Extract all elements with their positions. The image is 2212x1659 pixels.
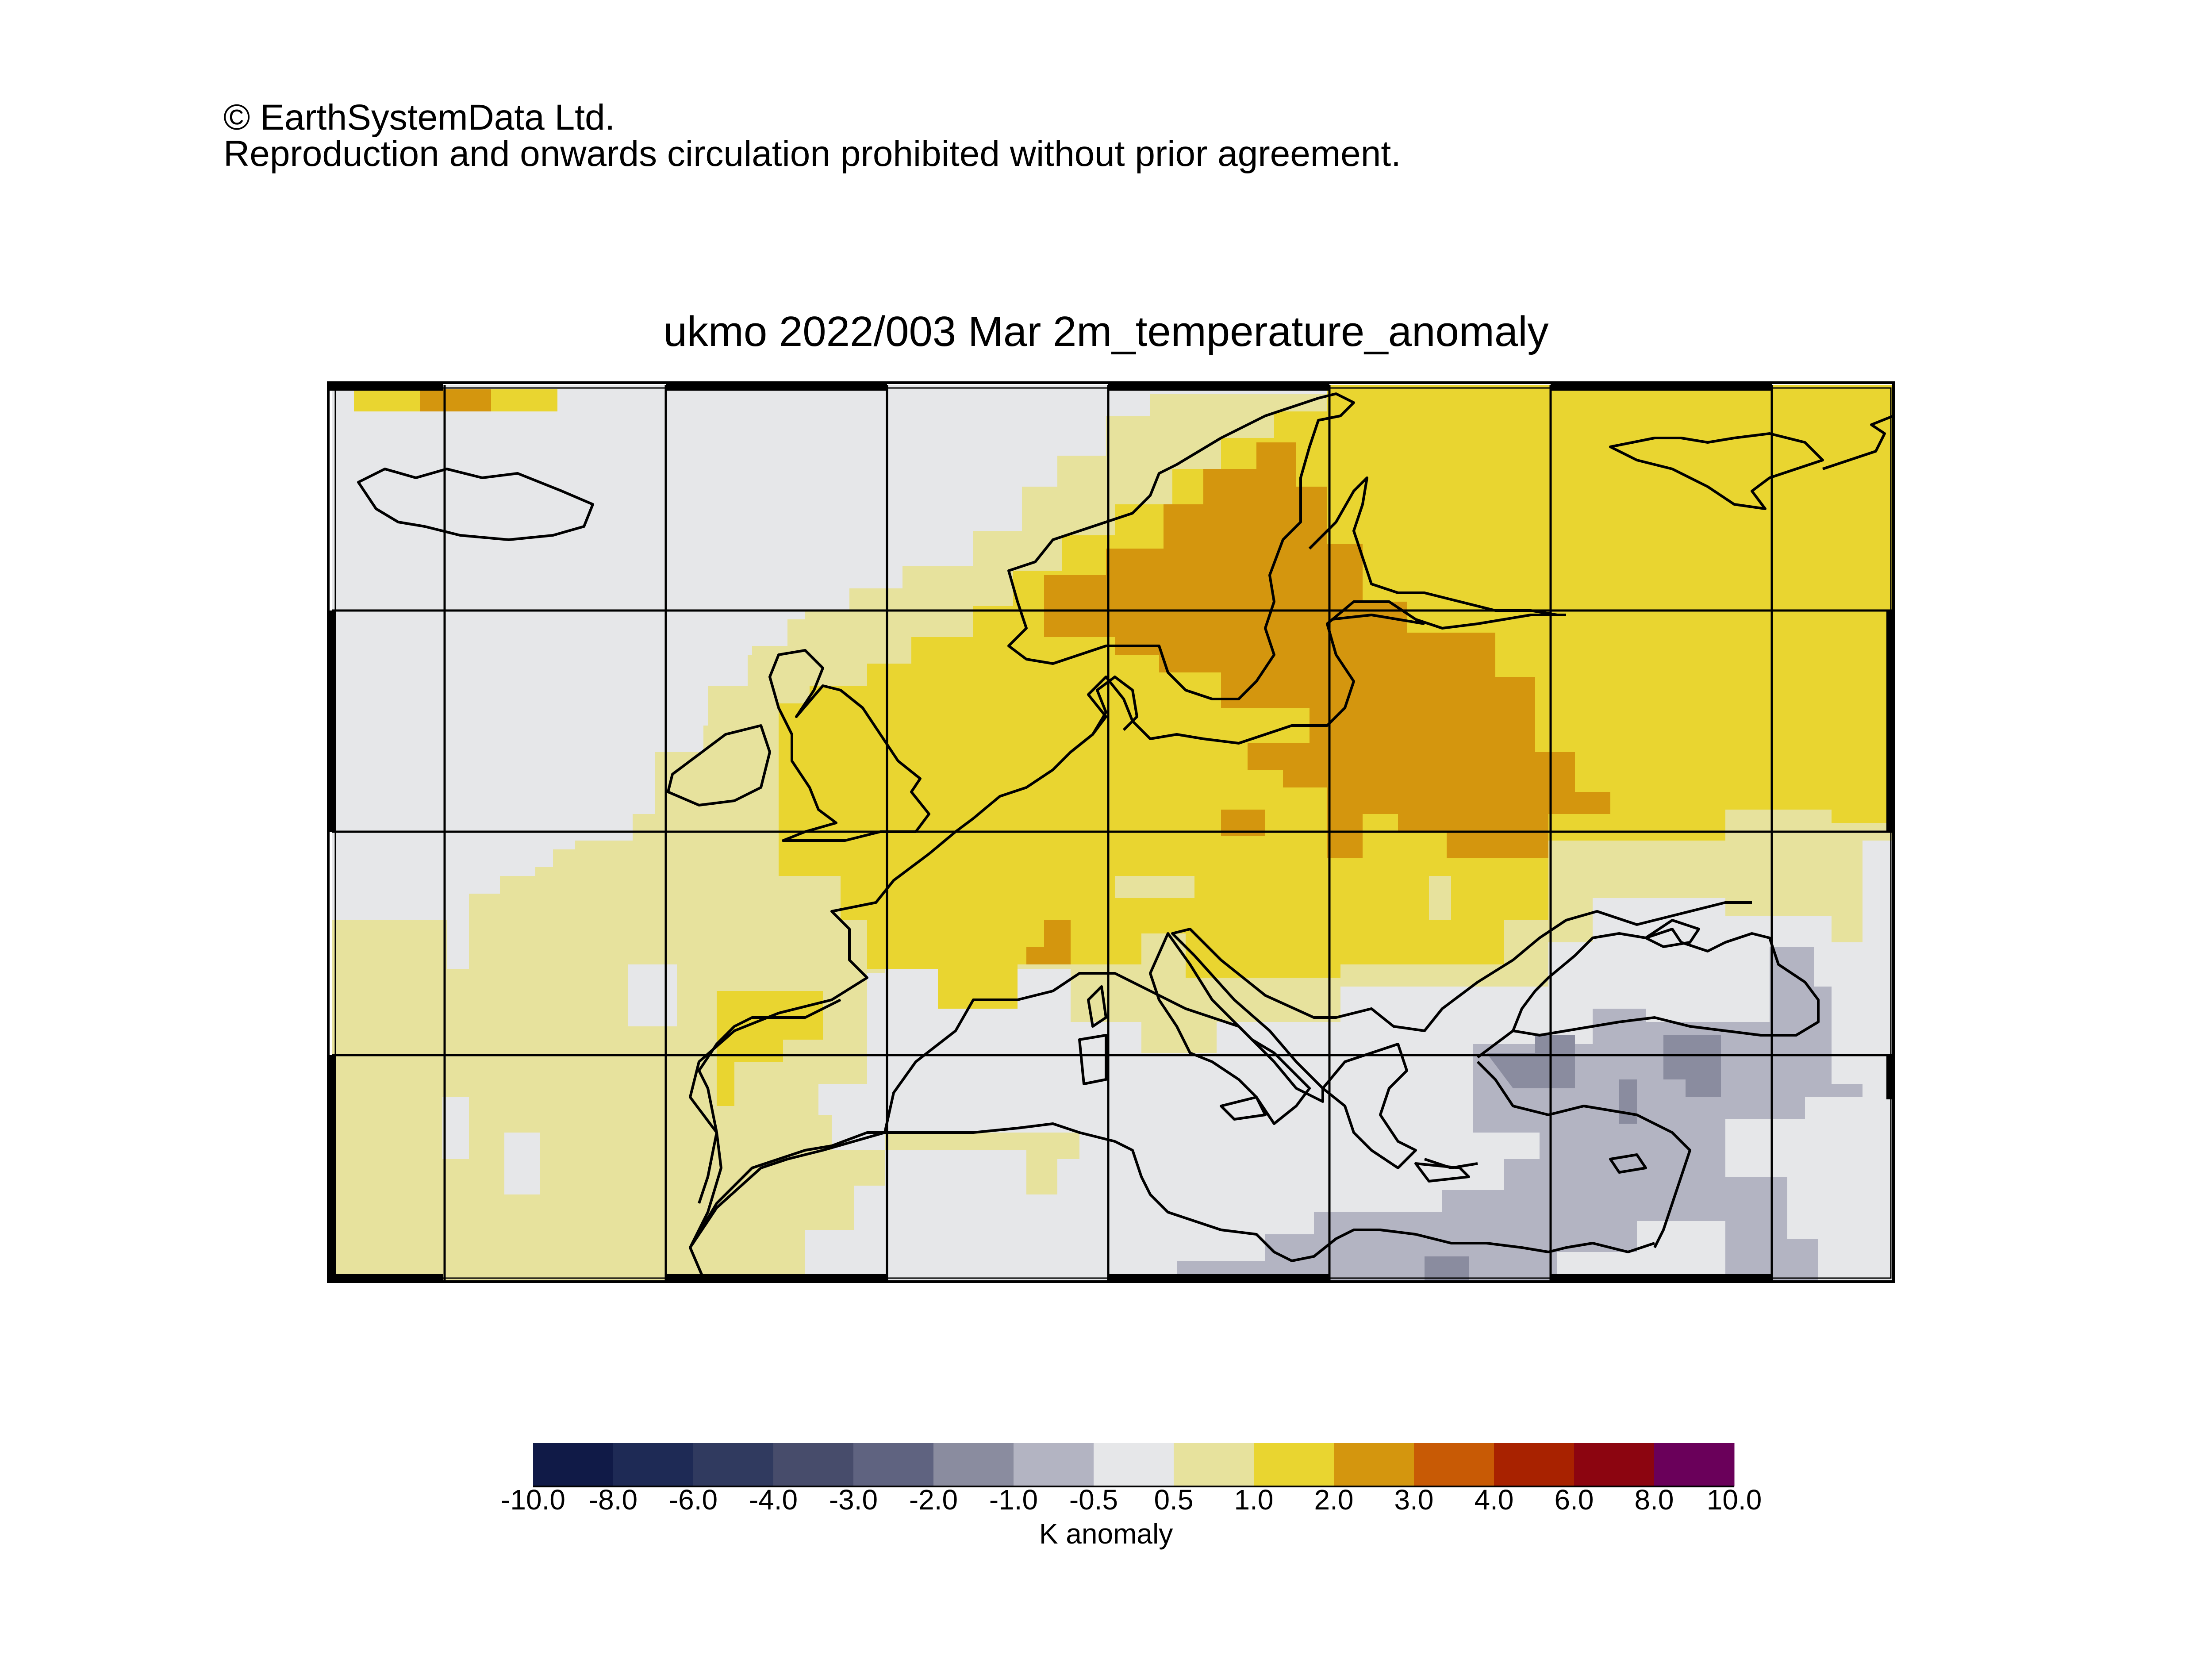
colorbar-swatch [853,1443,934,1486]
colorbar-swatch [1254,1443,1334,1486]
colorbar-tick-label: -10.0 [501,1484,565,1516]
coastline-great-britain [768,649,930,842]
copyright-line-2: Reproduction and onwards circulation pro… [223,134,1401,174]
colorbar-tick-label: 4.0 [1474,1484,1514,1516]
colorbar-swatch [1494,1443,1575,1486]
coastline-ireland [667,724,771,806]
colorbar-tick-label: -6.0 [668,1484,718,1516]
coastline-north-africa [689,1122,1655,1262]
colorbar-swatch [613,1443,694,1486]
colorbar-tick-label: -1.0 [989,1484,1038,1516]
colorbar-tick-label: -0.5 [1069,1484,1118,1516]
colorbar-tick-label: -4.0 [749,1484,798,1516]
graticule [332,385,1893,1281]
colorbar-swatch [933,1443,1014,1486]
coastline-continental-europe [689,901,1752,1279]
colorbar-tick-label: 1.0 [1234,1484,1274,1516]
anomaly-region-weak-cool [1177,947,1863,1281]
coastline-black-sea [1512,928,1820,1037]
colorbar-swatch [1574,1443,1655,1486]
colorbar-swatch [1654,1443,1735,1486]
colorbar-tick-label: 0.5 [1154,1484,1194,1516]
colorbar-tick-labels: -10.0 -8.0 -6.0 -4.0 -3.0 -2.0 -1.0 -0.5 0.5 1.0 2… [0,1484,2212,1520]
colorbar-swatch [1334,1443,1414,1486]
colorbar-swatch [1094,1443,1174,1486]
colorbar-tick-label: 6.0 [1554,1484,1594,1516]
colorbar-tick-label: 10.0 [1706,1484,1762,1516]
colorbar-swatch [773,1443,854,1486]
colorbar-tick-label: -2.0 [909,1484,958,1516]
colorbar-tick-label: 3.0 [1394,1484,1434,1516]
colorbar-tick-label: 2.0 [1314,1484,1354,1516]
colorbar-swatch [1174,1443,1254,1486]
colorbar-tick-label: -3.0 [829,1484,878,1516]
colorbar-swatch [1414,1443,1494,1486]
colorbar-unit-label: K anomaly [1039,1518,1173,1550]
colorbar-swatch [693,1443,774,1486]
colorbar-tick-label: 8.0 [1634,1484,1674,1516]
colorbar-swatch [1014,1443,1094,1486]
copyright-line-1: © EarthSystemData Ltd. [223,97,615,138]
anomaly-region-strong-warm [1044,442,1610,858]
coastlines [357,392,1894,1279]
coastline-italy [1149,932,1311,1125]
anomaly-region-moderate-cool [1486,1035,1575,1088]
map-title: ukmo 2022/003 Mar 2m_temperature_anomaly [663,308,1549,355]
coastline-iceland [357,468,594,541]
map-frame [327,381,1895,1283]
colorbar-swatch [533,1443,614,1486]
copyright-notice: © EarthSystemData Ltd. Reproduction and … [223,100,1401,172]
colorbar-tick-label: -8.0 [588,1484,638,1516]
colorbar [533,1443,1735,1487]
